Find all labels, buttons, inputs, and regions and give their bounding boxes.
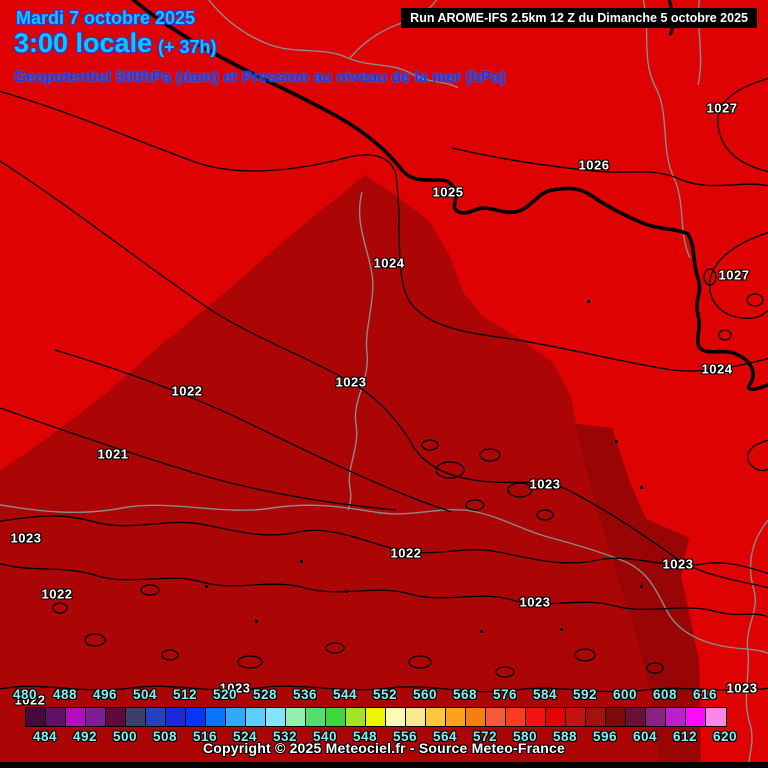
isobar-label: 1026	[578, 157, 610, 173]
colorbar-cell	[426, 708, 446, 726]
colorbar-cell	[266, 708, 286, 726]
map-parameter-title: Geopotentiel 500hPa (dam) et Pression au…	[14, 69, 506, 86]
bottom-black-bar	[0, 762, 768, 768]
isobar-label: 1027	[706, 100, 738, 116]
colorbar-cell	[386, 708, 406, 726]
colorbar-cell	[686, 708, 706, 726]
colorbar-cell	[26, 708, 46, 726]
isobar-label: 1022	[171, 383, 203, 399]
date-label: Mardi 7 octobre 2025	[16, 8, 196, 28]
isobar-label: 1027	[718, 267, 750, 283]
isobar-label: 1024	[701, 361, 733, 377]
colorbar-cell	[566, 708, 586, 726]
isobar-label: 1023	[529, 476, 561, 492]
colorbar-cell	[606, 708, 626, 726]
isobar-label: 1023	[519, 594, 551, 610]
colorbar-cell	[586, 708, 606, 726]
isobar-label: 1023	[10, 530, 42, 546]
forecast-offset-label: (+ 37h)	[158, 37, 217, 57]
isobar-1025-thick	[130, 0, 768, 392]
colorbar-cell	[106, 708, 126, 726]
isobar-label: 1023	[726, 680, 758, 696]
colorbar-cell	[226, 708, 246, 726]
colorbar-cell	[486, 708, 506, 726]
isobar-label: 1022	[14, 692, 46, 708]
colorbar-cell	[246, 708, 266, 726]
colorbar-cell	[286, 708, 306, 726]
spot-contours	[205, 300, 643, 633]
colorbar-cell	[166, 708, 186, 726]
isobar-label: 1022	[41, 586, 73, 602]
isobar-label: 1025	[432, 184, 464, 200]
colorbar-cell	[666, 708, 686, 726]
colorbar-cell	[346, 708, 366, 726]
isobar-label: 1023	[219, 680, 251, 696]
geopotential-field-darker	[576, 424, 701, 768]
colorbar-cell	[466, 708, 486, 726]
colorbar-cell	[186, 708, 206, 726]
colorbar-cell	[126, 708, 146, 726]
colorbar-cell	[366, 708, 386, 726]
colorbar-cell	[66, 708, 86, 726]
colorbar-cell	[506, 708, 526, 726]
colorbar-cells	[25, 707, 727, 727]
model-run-info: Run AROME-IFS 2.5km 12 Z du Dimanche 5 o…	[401, 8, 757, 28]
isobar-label: 1022	[390, 545, 422, 561]
copyright-label: Copyright © 2025 Meteociel.fr - Source M…	[202, 740, 566, 756]
colorbar-cell	[706, 708, 726, 726]
isobar-label: 1023	[662, 556, 694, 572]
colorbar-cell	[326, 708, 346, 726]
colorbar-cell	[446, 708, 466, 726]
colorbar-cell	[146, 708, 166, 726]
colorbar-cell	[526, 708, 546, 726]
local-time-label: 3:00 locale	[14, 28, 153, 58]
isobar-label: 1021	[97, 446, 129, 462]
colorbar-cell	[46, 708, 66, 726]
colorbar-cell	[546, 708, 566, 726]
colorbar-cell	[206, 708, 226, 726]
isobar-label: 1024	[373, 255, 405, 271]
isobar-lines	[0, 77, 768, 693]
colorbar-cell	[86, 708, 106, 726]
isobar-label: 1023	[335, 374, 367, 390]
colorbar-cell	[306, 708, 326, 726]
colorbar-cell	[626, 708, 646, 726]
colorbar-cell	[406, 708, 426, 726]
colorbar-cell	[646, 708, 666, 726]
